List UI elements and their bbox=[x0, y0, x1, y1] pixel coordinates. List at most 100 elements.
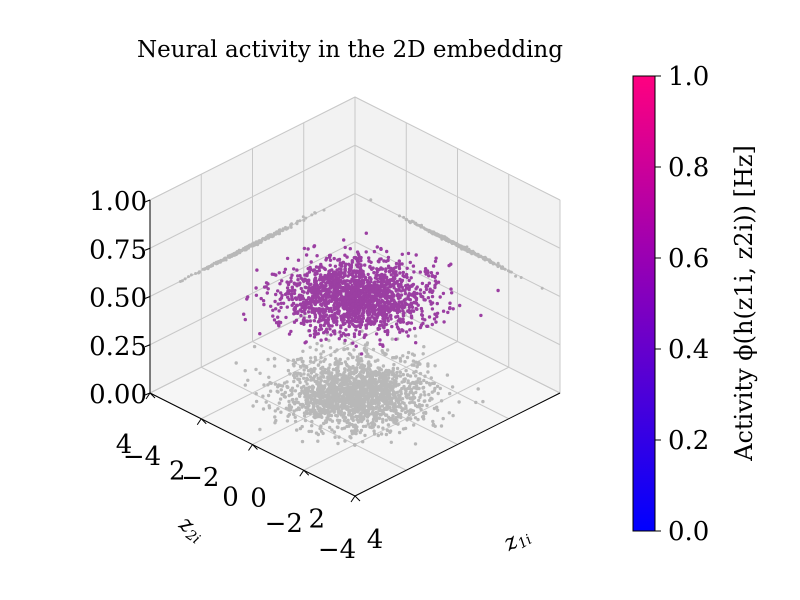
activity-point bbox=[324, 319, 328, 323]
activity-point bbox=[403, 288, 407, 293]
projection-point bbox=[331, 367, 336, 372]
activity-point bbox=[375, 245, 379, 249]
axis-lines bbox=[144, 199, 561, 503]
projection-point bbox=[320, 401, 325, 405]
activity-point bbox=[290, 285, 294, 290]
activity-point bbox=[375, 313, 379, 317]
projection-point bbox=[394, 408, 398, 413]
projection-point bbox=[333, 362, 337, 366]
activity-point bbox=[342, 318, 346, 322]
activity-point bbox=[278, 282, 282, 286]
projection-point bbox=[353, 431, 357, 435]
activity-point bbox=[357, 320, 361, 324]
projection-point bbox=[406, 373, 410, 377]
wall-grid-line bbox=[149, 289, 356, 394]
activity-point bbox=[310, 306, 314, 310]
projection-point bbox=[377, 401, 381, 405]
activity-point bbox=[317, 278, 322, 282]
projection-point bbox=[189, 273, 193, 277]
projection-point bbox=[316, 394, 320, 398]
activity-point bbox=[315, 309, 320, 313]
activity-point bbox=[269, 304, 273, 308]
projection-point bbox=[367, 355, 372, 359]
activity-point bbox=[371, 299, 375, 304]
projection-point bbox=[381, 426, 385, 430]
projection-point bbox=[381, 420, 385, 424]
activity-point bbox=[414, 253, 418, 257]
activity-point bbox=[347, 324, 351, 328]
projection-point bbox=[381, 364, 386, 368]
activity-point bbox=[364, 288, 368, 293]
projection-point bbox=[476, 387, 480, 391]
projection-point bbox=[414, 360, 418, 364]
projection-point bbox=[461, 245, 464, 249]
projection-point bbox=[503, 267, 507, 271]
activity-point bbox=[296, 278, 300, 282]
projection-point bbox=[319, 429, 324, 434]
projection-point bbox=[408, 401, 412, 405]
activity-point bbox=[328, 263, 332, 267]
projection-point bbox=[458, 245, 462, 249]
projection-point bbox=[336, 366, 340, 370]
activity-point bbox=[398, 278, 402, 282]
activity-point bbox=[309, 289, 313, 293]
projection-point bbox=[347, 351, 351, 356]
projection-point bbox=[342, 347, 346, 352]
activity-point bbox=[305, 319, 309, 324]
projection-point bbox=[332, 430, 337, 434]
activity-point bbox=[435, 314, 439, 319]
activity-point bbox=[325, 281, 329, 285]
projection-point bbox=[261, 394, 265, 398]
activity-point bbox=[375, 302, 379, 306]
projection-point bbox=[384, 432, 389, 437]
activity-point bbox=[323, 329, 328, 334]
projection-point bbox=[388, 430, 392, 434]
projection-point bbox=[374, 419, 379, 423]
projection-point bbox=[355, 358, 359, 362]
activity-point bbox=[381, 324, 386, 329]
activity-point bbox=[405, 275, 409, 280]
projection-point bbox=[413, 442, 418, 446]
activity-point bbox=[343, 272, 347, 276]
activity-point bbox=[363, 277, 367, 281]
projection-point bbox=[312, 412, 317, 416]
activity-point bbox=[282, 270, 286, 274]
activity-point bbox=[395, 293, 399, 298]
activity-point bbox=[315, 269, 319, 274]
activity-point bbox=[386, 330, 390, 334]
activity-point bbox=[301, 320, 306, 324]
projection-point bbox=[282, 394, 286, 399]
activity-point bbox=[280, 279, 284, 283]
projection-point bbox=[426, 362, 430, 366]
projection-point bbox=[341, 387, 346, 392]
activity-point bbox=[339, 270, 343, 274]
activity-point bbox=[368, 307, 373, 311]
projection-point bbox=[345, 382, 349, 386]
projection-point bbox=[349, 404, 353, 409]
activity-point bbox=[400, 262, 404, 266]
projection-point bbox=[424, 411, 428, 415]
activity-point bbox=[272, 318, 277, 322]
activity-point bbox=[342, 287, 347, 292]
projection-point bbox=[409, 387, 414, 392]
activity-point bbox=[265, 291, 269, 295]
activity-point bbox=[318, 311, 322, 315]
projection-point bbox=[278, 228, 282, 232]
activity-point bbox=[383, 322, 388, 327]
projection-point bbox=[500, 266, 504, 270]
projection-point bbox=[448, 391, 452, 396]
projection-point bbox=[312, 415, 316, 419]
activity-point bbox=[359, 270, 363, 274]
projection-point bbox=[421, 414, 426, 419]
activity-point bbox=[384, 316, 388, 320]
activity-point bbox=[358, 315, 362, 319]
projection-point bbox=[420, 403, 424, 408]
projection-point bbox=[439, 399, 444, 403]
projection-point bbox=[364, 396, 368, 400]
projection-point bbox=[294, 397, 299, 401]
activity-point bbox=[359, 258, 363, 263]
activity-point bbox=[356, 285, 360, 289]
projection-point bbox=[310, 213, 314, 217]
projection-point bbox=[467, 247, 471, 251]
